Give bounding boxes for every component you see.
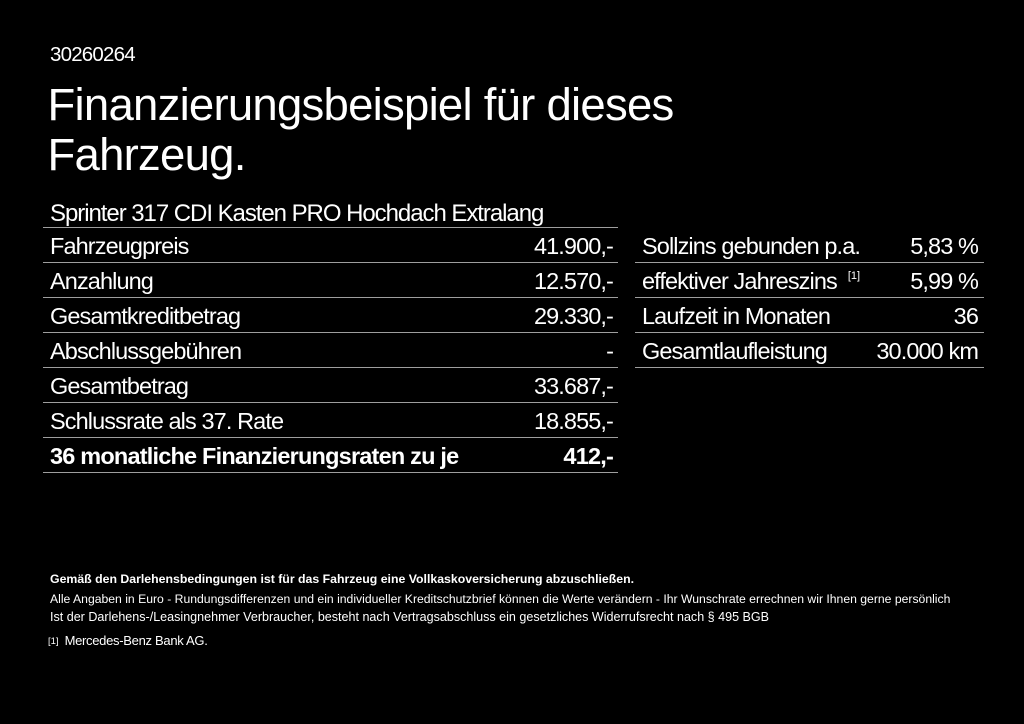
table-row-gesamtbetrag: Gesamtbetrag 33.687,- [43, 367, 618, 402]
row-value: 36 [953, 302, 979, 329]
row-label: Gesamtkreditbetrag [50, 302, 241, 329]
row-label-text: Sollzins gebunden p.a. [642, 232, 861, 259]
table-row-fahrzeugpreis: Fahrzeugpreis 41.900,- [43, 227, 618, 262]
row-value: - [606, 337, 614, 364]
row-label: Abschlussgebühren [50, 337, 242, 364]
row-label: Sollzins gebunden p.a. [642, 232, 861, 259]
row-value: 18.855,- [533, 407, 614, 434]
row-value: 41.900,- [533, 232, 614, 259]
row-label: Fahrzeugpreis [50, 232, 189, 259]
row-value: 5,83 % [910, 232, 979, 259]
row-value: 29.330,- [533, 302, 614, 329]
footnote-reference: [1] [847, 270, 861, 282]
row-label: Gesamtbetrag [50, 372, 189, 399]
vehicle-model-subtitle: Sprinter 317 CDI Kasten PRO Hochdach Ext… [50, 200, 544, 227]
row-label-text: Gesamtlaufleistung [642, 337, 828, 364]
row-value: 412,- [563, 442, 613, 469]
document-number: 30260264 [50, 42, 136, 66]
row-label: Gesamtlaufleistung [642, 337, 828, 364]
footnote-text: Mercedes-Benz Bank AG. [64, 633, 208, 648]
row-value: 5,99 % [910, 267, 979, 294]
row-label: Schlussrate als 37. Rate [50, 407, 284, 434]
disclaimer-widerruf-line: Ist der Darlehens-/Leasingnehmer Verbrau… [50, 609, 770, 624]
disclaimer-euro-line: Alle Angaben in Euro - Rundungsdifferenz… [50, 591, 951, 606]
row-value: 12.570,- [533, 267, 614, 294]
table-row-effektiver-jahreszins: effektiver Jahreszins [1] 5,99 % [635, 262, 984, 297]
table-row-gesamtlaufleistung: Gesamtlaufleistung 30.000 km [635, 332, 984, 367]
page-title-line2: Fahrzeug. [47, 129, 247, 180]
finance-table: Fahrzeugpreis 41.900,- Anzahlung 12.570,… [43, 227, 618, 473]
table-row-anzahlung: Anzahlung 12.570,- [43, 262, 618, 297]
row-label: effektiver Jahreszins [1] [642, 267, 861, 294]
footnote-marker: [1] [48, 635, 59, 647]
table-row-gesamtkreditbetrag: Gesamtkreditbetrag 29.330,- [43, 297, 618, 332]
row-label-text: effektiver Jahreszins [642, 267, 838, 294]
row-label-text: Laufzeit in Monaten [642, 302, 831, 329]
disclaimer-insurance-line: Gemäß den Darlehensbedingungen ist für d… [50, 571, 635, 586]
row-label: Anzahlung [50, 267, 154, 294]
row-value: 33.687,- [533, 372, 614, 399]
table-row-abschlussgebuehren: Abschlussgebühren - [43, 332, 618, 367]
conditions-table: Sollzins gebunden p.a. 5,83 % effektiver… [635, 227, 984, 368]
table-row-sollzins: Sollzins gebunden p.a. 5,83 % [635, 227, 984, 262]
row-label: Laufzeit in Monaten [642, 302, 831, 329]
table-row-laufzeit: Laufzeit in Monaten 36 [635, 297, 984, 332]
footnote-bank: [1] Mercedes-Benz Bank AG. [48, 634, 208, 648]
table-row-schlussrate: Schlussrate als 37. Rate 18.855,- [43, 402, 618, 437]
page-title-line1: Finanzierungsbeispiel für dieses [47, 79, 675, 130]
table-row-finanzierungsraten: 36 monatliche Finanzierungsraten zu je 4… [43, 437, 618, 472]
row-label: 36 monatliche Finanzierungsraten zu je [50, 442, 459, 469]
row-value: 30.000 km [876, 337, 979, 364]
